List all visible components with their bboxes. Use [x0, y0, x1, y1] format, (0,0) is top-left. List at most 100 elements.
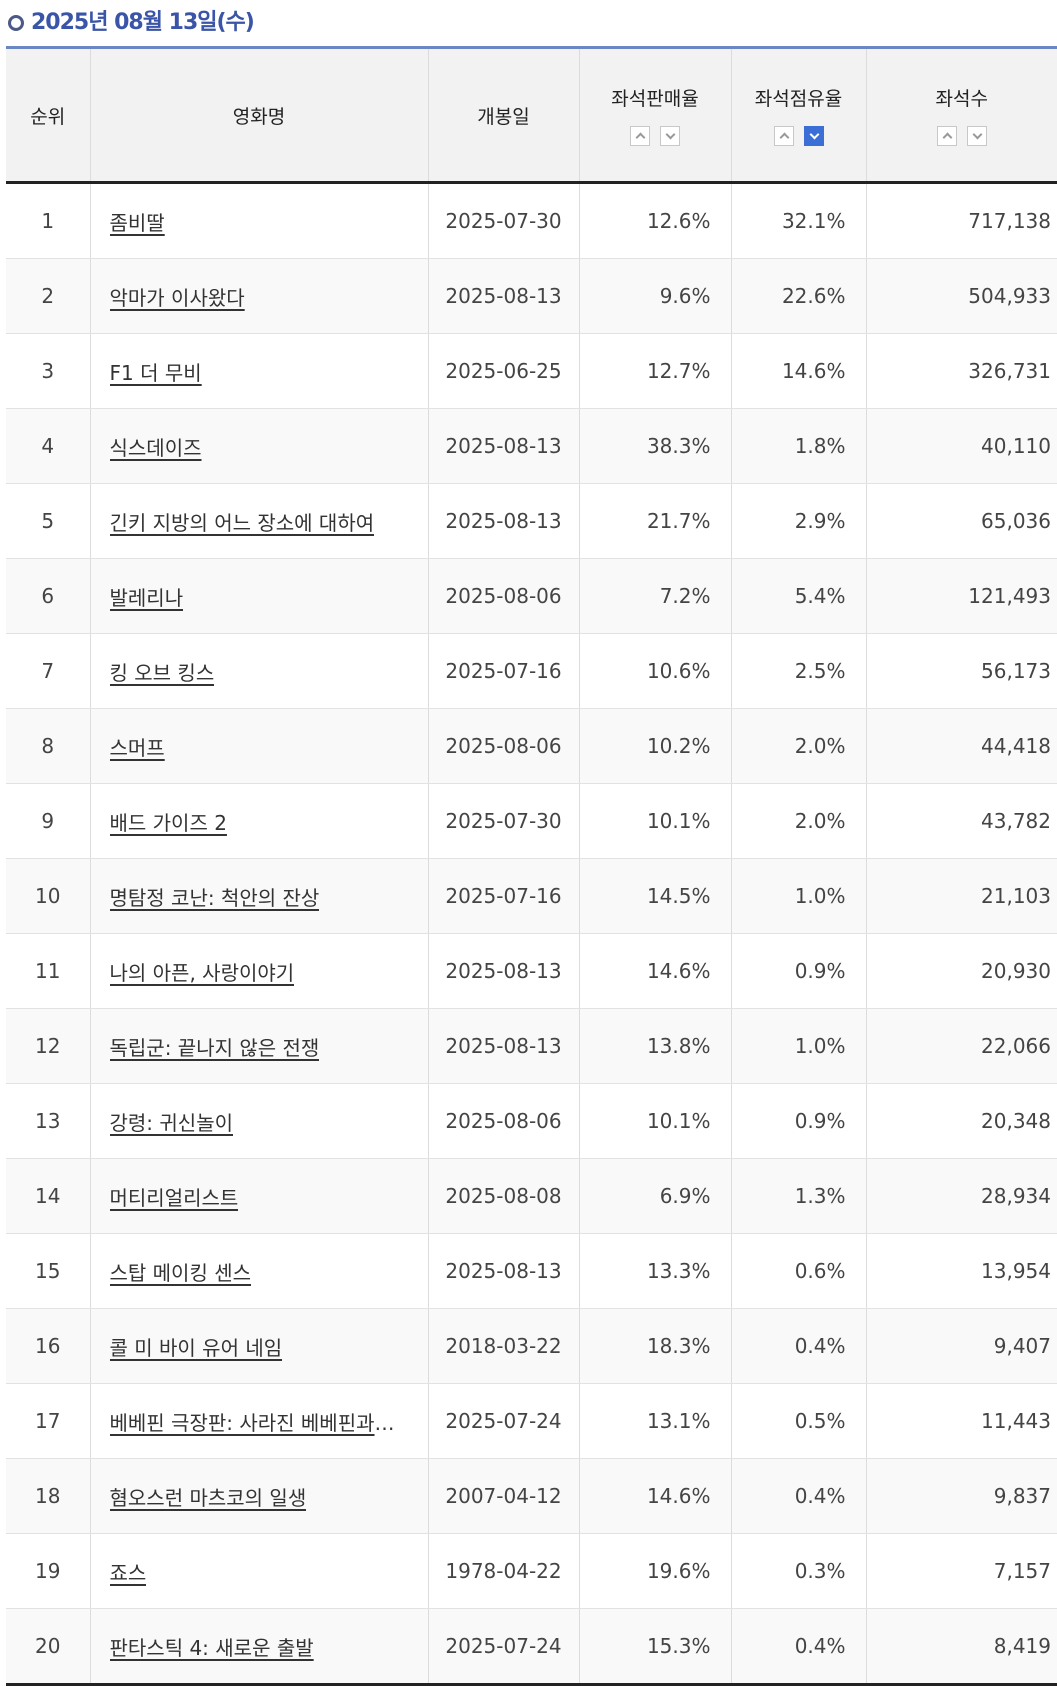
- movie-title-link[interactable]: 독립군: 끝나지 않은 전쟁: [110, 1032, 320, 1061]
- movie-title-link[interactable]: 죠스: [110, 1557, 147, 1586]
- release-date: 2025-08-13: [445, 1034, 561, 1058]
- seats-sort-up-button[interactable]: [937, 126, 957, 146]
- release-date: 2025-08-13: [445, 959, 561, 983]
- sales-rate-cell: 13.8%: [579, 1009, 731, 1084]
- movie-title-link[interactable]: 스머프: [110, 732, 165, 761]
- movie-title-link[interactable]: 식스데이즈: [110, 432, 202, 461]
- seats-cell: 9,407: [866, 1309, 1057, 1384]
- release-date: 2025-08-13: [445, 509, 561, 533]
- release-date-cell: 2025-07-30: [428, 183, 579, 259]
- title-cell: 독립군: 끝나지 않은 전쟁: [90, 1009, 428, 1084]
- sales-rate-cell: 6.9%: [579, 1159, 731, 1234]
- share-rate-cell: 0.4%: [731, 1309, 866, 1384]
- sales-rate-cell: 19.6%: [579, 1534, 731, 1609]
- share-rate-cell: 2.0%: [731, 709, 866, 784]
- title-cell: 콜 미 바이 유어 네임: [90, 1309, 428, 1384]
- sales-rate-cell: 10.1%: [579, 784, 731, 859]
- movie-title-link[interactable]: 강령: 귀신놀이: [110, 1107, 234, 1136]
- title-cell: 나의 아픈, 사랑이야기: [90, 934, 428, 1009]
- sales-rate-cell: 38.3%: [579, 409, 731, 484]
- seats-cell: 43,782: [866, 784, 1057, 859]
- share-rate-cell: 0.9%: [731, 1084, 866, 1159]
- release-date-cell: 2025-08-13: [428, 259, 579, 334]
- movie-title-link[interactable]: 긴키 지방의 어느 장소에 대하여: [110, 507, 375, 536]
- release-date-cell: 1978-04-22: [428, 1534, 579, 1609]
- column-header-rank: 순위: [6, 48, 90, 183]
- seats-sort-down-button[interactable]: [967, 126, 987, 146]
- release-date: 2018-03-22: [445, 1334, 561, 1358]
- rank-cell: 15: [6, 1234, 90, 1309]
- movie-title-link[interactable]: 나의 아픈, 사랑이야기: [110, 957, 295, 986]
- title-cell: 발레리나: [90, 559, 428, 634]
- seats-cell: 326,731: [866, 334, 1057, 409]
- release-date: 1978-04-22: [445, 1559, 561, 1583]
- sales-rate-cell: 7.2%: [579, 559, 731, 634]
- sales-rate-sort-up-button[interactable]: [630, 126, 650, 146]
- movie-title-link[interactable]: 머티리얼리스트: [110, 1182, 239, 1211]
- movie-title-link[interactable]: 악마가 이사왔다: [110, 282, 245, 311]
- title-cell: 킹 오브 킹스: [90, 634, 428, 709]
- release-date-cell: 2025-06-25: [428, 334, 579, 409]
- rank-cell: 8: [6, 709, 90, 784]
- seats-cell: 9,837: [866, 1459, 1057, 1534]
- column-header-share-rate: 좌석점유율: [731, 48, 866, 183]
- movie-title-link[interactable]: 혐오스런 마츠코의 일생: [110, 1482, 307, 1511]
- movie-title-link[interactable]: 베베핀 극장판: 사라진 베베핀과 ...: [110, 1407, 400, 1436]
- sales-rate-cell: 12.7%: [579, 334, 731, 409]
- release-date-cell: 2025-07-16: [428, 859, 579, 934]
- movie-title-link[interactable]: 판타스틱 4: 새로운 출발: [110, 1632, 314, 1661]
- seats-cell: 8,419: [866, 1609, 1057, 1685]
- movie-title-link[interactable]: 킹 오브 킹스: [110, 657, 215, 686]
- rank-cell: 4: [6, 409, 90, 484]
- share-rate-sort-down-button[interactable]: [804, 126, 824, 146]
- release-date: 2025-07-24: [444, 1629, 564, 1663]
- rank-cell: 12: [6, 1009, 90, 1084]
- sales-rate-sort-down-button[interactable]: [660, 126, 680, 146]
- release-date-cell: 2025-08-13: [428, 1009, 579, 1084]
- movie-title-link[interactable]: 배드 가이즈 2: [110, 807, 227, 836]
- share-rate-sort-up-button[interactable]: [774, 126, 794, 146]
- release-date: 2025-08-06: [445, 1109, 561, 1133]
- release-date: 2025-08-06: [445, 734, 561, 758]
- release-date-cell: 2025-08-13: [428, 934, 579, 1009]
- title-cell: 배드 가이즈 2: [90, 784, 428, 859]
- title-cell: 베베핀 극장판: 사라진 베베핀과 ...: [90, 1384, 428, 1459]
- title-cell: 명탐정 코난: 척안의 잔상: [90, 859, 428, 934]
- rank-cell: 14: [6, 1159, 90, 1234]
- rank-cell: 3: [6, 334, 90, 409]
- sales-rate-cell: 15.3%: [579, 1609, 731, 1685]
- share-rate-cell: 14.6%: [731, 334, 866, 409]
- seats-cell: 40,110: [866, 409, 1057, 484]
- release-date: 2025-08-06: [445, 584, 561, 608]
- share-rate-cell: 1.3%: [731, 1159, 866, 1234]
- movie-title-link[interactable]: 콜 미 바이 유어 네임: [110, 1332, 283, 1361]
- share-rate-cell: 0.9%: [731, 934, 866, 1009]
- seats-cell: 121,493: [866, 559, 1057, 634]
- share-rate-cell: 5.4%: [731, 559, 866, 634]
- movie-title-link[interactable]: 발레리나: [110, 582, 184, 611]
- sales-rate-cell: 21.7%: [579, 484, 731, 559]
- movie-title-link[interactable]: F1 더 무비: [110, 357, 202, 386]
- seats-cell: 44,418: [866, 709, 1057, 784]
- movie-title-link[interactable]: 스탑 메이킹 센스: [110, 1257, 252, 1286]
- seats-cell: 717,138: [866, 183, 1057, 259]
- release-date-cell: 2025-08-13: [428, 1234, 579, 1309]
- sales-rate-cell: 14.5%: [579, 859, 731, 934]
- release-date: 2007-04-12: [445, 1484, 561, 1508]
- column-header-seats: 좌석수: [866, 48, 1057, 183]
- release-date: 2025-07-30: [444, 804, 564, 838]
- movie-title-link[interactable]: 좀비딸: [110, 207, 165, 236]
- sales-rate-cell: 13.1%: [579, 1384, 731, 1459]
- movie-title-link[interactable]: 명탐정 코난: 척안의 잔상: [110, 882, 320, 911]
- rank-cell: 20: [6, 1609, 90, 1685]
- sales-rate-sort-controls: [580, 125, 731, 147]
- sales-rate-cell: 9.6%: [579, 259, 731, 334]
